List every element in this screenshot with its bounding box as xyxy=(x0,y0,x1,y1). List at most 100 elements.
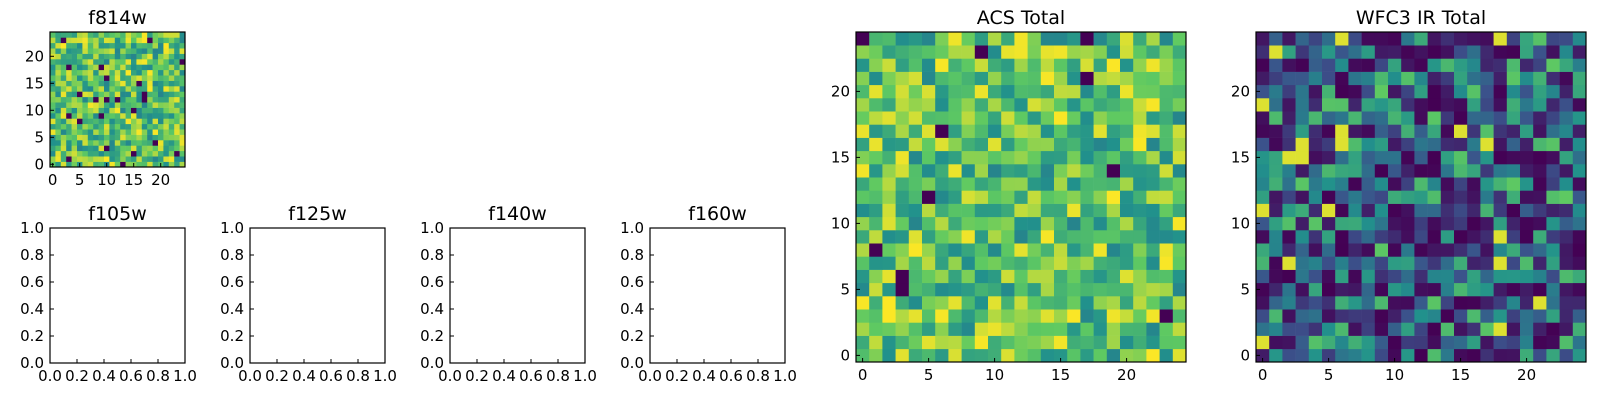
wfc3-ir-total-cell xyxy=(1388,256,1402,270)
wfc3-ir-total-cell xyxy=(1295,282,1310,297)
f814w-cell xyxy=(158,48,164,54)
wfc3-ir-total-cell xyxy=(1520,45,1534,59)
f814w-xtick-label: 5 xyxy=(75,171,85,189)
acs-total-cell xyxy=(1106,296,1121,310)
wfc3-ir-total-cell xyxy=(1388,177,1402,191)
wfc3-ir-total-cell xyxy=(1269,58,1283,72)
f814w-cell xyxy=(179,86,186,92)
wfc3-ir-total-cell xyxy=(1295,124,1310,138)
acs-total-cell xyxy=(1067,111,1081,125)
wfc3-ir-total-cell xyxy=(1480,32,1494,46)
f814w-cell xyxy=(60,107,67,114)
wfc3-ir-total-cell xyxy=(1572,309,1587,323)
acs-total-cell xyxy=(961,256,976,270)
acs-total-cell xyxy=(974,111,989,125)
f140w-plot-area xyxy=(450,228,585,363)
wfc3-ir-total-cell xyxy=(1506,177,1521,191)
acs-total-cell xyxy=(1159,111,1174,125)
wfc3-ir-total-cell xyxy=(1374,282,1389,297)
acs-total-cell xyxy=(922,335,936,350)
f814w-cell xyxy=(104,156,110,162)
wfc3-ir-total-cell xyxy=(1308,150,1323,165)
acs-total-cell xyxy=(856,58,870,72)
acs-total-cell xyxy=(1001,190,1015,204)
wfc3-ir-total-cell xyxy=(1506,296,1521,310)
wfc3-ir-total-cell xyxy=(1520,256,1534,270)
f814w-cell xyxy=(147,118,153,125)
wfc3-ir-total-cell xyxy=(1427,71,1442,86)
f814w-cell xyxy=(82,134,89,141)
wfc3-ir-total-cell xyxy=(1282,243,1296,257)
wfc3-ir-total-cell xyxy=(1427,309,1442,323)
acs-total-cell xyxy=(908,216,923,231)
f814w-cell xyxy=(93,113,99,119)
wfc3-ir-total-cell xyxy=(1282,282,1296,297)
acs-total-cell xyxy=(974,71,989,86)
wfc3-ir-total-cell xyxy=(1282,322,1296,336)
wfc3-ir-total-cell xyxy=(1506,322,1521,336)
acs-total-cell xyxy=(1133,71,1147,86)
acs-total-cell xyxy=(869,150,883,165)
acs-total-cell xyxy=(856,256,870,270)
acs-total-cell xyxy=(856,111,870,125)
wfc3-ir-total-cell xyxy=(1295,322,1310,336)
wfc3-ir-total-cell xyxy=(1374,335,1389,350)
acs-total-cell xyxy=(1014,348,1028,363)
wfc3-ir-total-cell xyxy=(1480,309,1494,323)
wfc3-ir-total-cell xyxy=(1467,150,1481,165)
acs-total-cell xyxy=(1133,177,1147,191)
f814w-cell xyxy=(87,32,94,38)
f814w-cell xyxy=(174,134,180,141)
wfc3-ir-total-cell xyxy=(1493,190,1508,204)
acs-total-cell xyxy=(1067,335,1081,350)
f814w-cell xyxy=(147,86,153,92)
acs-total-cell xyxy=(882,137,896,152)
wfc3-ir-total-cell xyxy=(1335,269,1349,284)
acs-total-cell xyxy=(869,58,883,72)
wfc3-ir-total-cell xyxy=(1454,348,1468,363)
acs-total-cell xyxy=(908,164,923,178)
f814w-cell xyxy=(174,91,180,98)
f105w-title: f105w xyxy=(88,203,147,225)
f814w-cell xyxy=(77,48,83,54)
f814w-cell xyxy=(168,96,175,103)
acs-total-cell xyxy=(1093,230,1108,244)
acs-total-cell xyxy=(1001,256,1015,270)
f814w-cell xyxy=(104,48,110,54)
acs-total-cell xyxy=(908,335,923,350)
f814w-cell xyxy=(174,53,180,60)
acs-total-cell xyxy=(908,150,923,165)
wfc3-ir-total-cell xyxy=(1480,296,1494,310)
wfc3-ir-total-cell xyxy=(1361,32,1376,46)
wfc3-ir-total-cell xyxy=(1520,335,1534,350)
acs-total-cell xyxy=(1106,335,1121,350)
acs-total-cell xyxy=(948,282,962,297)
acs-total-cell xyxy=(961,216,976,231)
f814w-cell xyxy=(136,53,143,60)
f814w-cell xyxy=(131,145,137,152)
wfc3-ir-total-cell xyxy=(1282,98,1296,112)
f814w-cell xyxy=(77,59,83,65)
acs-total-cell xyxy=(935,111,949,125)
f814w-cell xyxy=(168,129,175,135)
wfc3-ir-total-cell xyxy=(1454,45,1468,59)
f814w-cell xyxy=(87,102,94,108)
acs-total-cell xyxy=(1093,256,1108,270)
acs-total-cell xyxy=(869,243,883,257)
f814w-cell xyxy=(104,64,110,71)
f814w-cell xyxy=(147,102,153,108)
f814w-cell xyxy=(87,134,94,141)
wfc3-ir-total-cell xyxy=(1374,71,1389,86)
wfc3-ir-total-cell xyxy=(1308,137,1323,152)
wfc3-ir-total-cell xyxy=(1480,216,1494,231)
f814w-cell xyxy=(141,140,148,146)
f814w-cell xyxy=(179,75,186,81)
wfc3-ir-total-cell xyxy=(1388,98,1402,112)
f814w-cell xyxy=(174,129,180,135)
wfc3-ir-total-cell xyxy=(1414,216,1428,231)
wfc3-ir-total-cell xyxy=(1520,309,1534,323)
acs-total-cell xyxy=(1106,71,1121,86)
f814w-cell xyxy=(55,37,62,44)
wfc3-ir-total-cell xyxy=(1295,243,1310,257)
acs-total-cell xyxy=(1027,111,1042,125)
